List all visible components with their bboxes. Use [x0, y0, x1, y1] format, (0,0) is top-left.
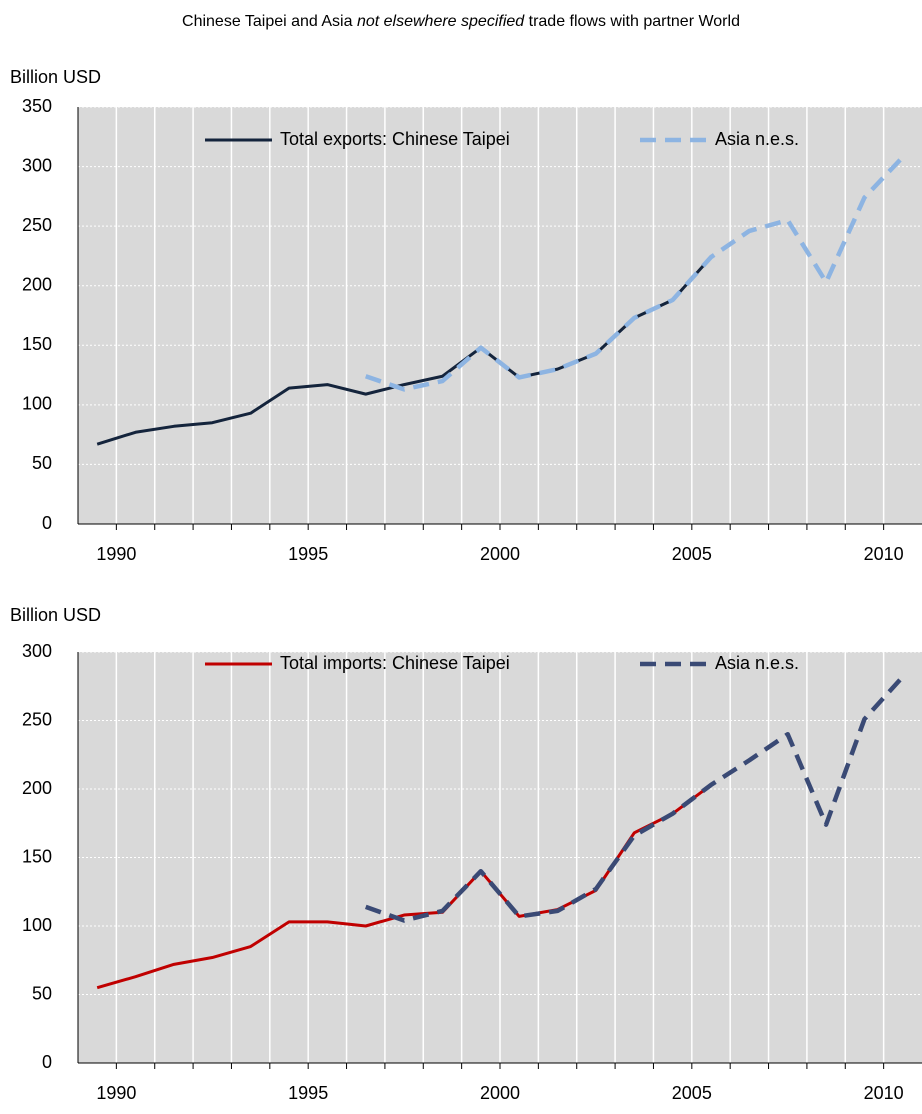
- title-part: trade flows with partner World: [524, 13, 740, 30]
- x-tick-label: 2010: [864, 1083, 904, 1103]
- y-tick-label: 50: [32, 983, 52, 1003]
- y-tick-label: 250: [22, 215, 52, 235]
- legend-label: Asia n.e.s.: [715, 653, 799, 673]
- y-axis-label: Billion USD: [10, 67, 101, 87]
- y-tick-label: 100: [22, 394, 52, 414]
- legend-label: Asia n.e.s.: [715, 129, 799, 149]
- y-tick-label: 50: [32, 453, 52, 473]
- y-tick-label: 100: [22, 915, 52, 935]
- x-tick-label: 2010: [864, 544, 904, 564]
- y-tick-label: 350: [22, 96, 52, 116]
- x-tick-label: 1995: [288, 1083, 328, 1103]
- x-tick-label: 2000: [480, 544, 520, 564]
- y-tick-label: 150: [22, 846, 52, 866]
- x-tick-label: 1990: [96, 544, 136, 564]
- title-part: Chinese Taipei and Asia: [182, 13, 357, 30]
- y-tick-label: 300: [22, 641, 52, 661]
- y-tick-label: 0: [42, 1052, 52, 1072]
- x-tick-label: 1990: [96, 1083, 136, 1103]
- x-tick-label: 2005: [672, 544, 712, 564]
- legend-label: Total exports: Chinese Taipei: [280, 129, 510, 149]
- y-tick-label: 300: [22, 155, 52, 175]
- figure-title: Chinese Taipei and Asia not elsewhere sp…: [182, 13, 740, 30]
- x-tick-label: 2005: [672, 1083, 712, 1103]
- legend-label: Total imports: Chinese Taipei: [280, 653, 510, 673]
- y-tick-label: 250: [22, 709, 52, 729]
- y-tick-label: 200: [22, 778, 52, 798]
- series-line: [364, 155, 905, 392]
- title-part: not elsewhere specified: [357, 13, 525, 30]
- y-axis-label: Billion USD: [10, 605, 101, 625]
- y-tick-label: 200: [22, 274, 52, 294]
- x-tick-label: 2000: [480, 1083, 520, 1103]
- series-line: [96, 783, 712, 990]
- y-tick-label: 0: [42, 513, 52, 533]
- x-tick-label: 1995: [288, 544, 328, 564]
- y-tick-label: 150: [22, 334, 52, 354]
